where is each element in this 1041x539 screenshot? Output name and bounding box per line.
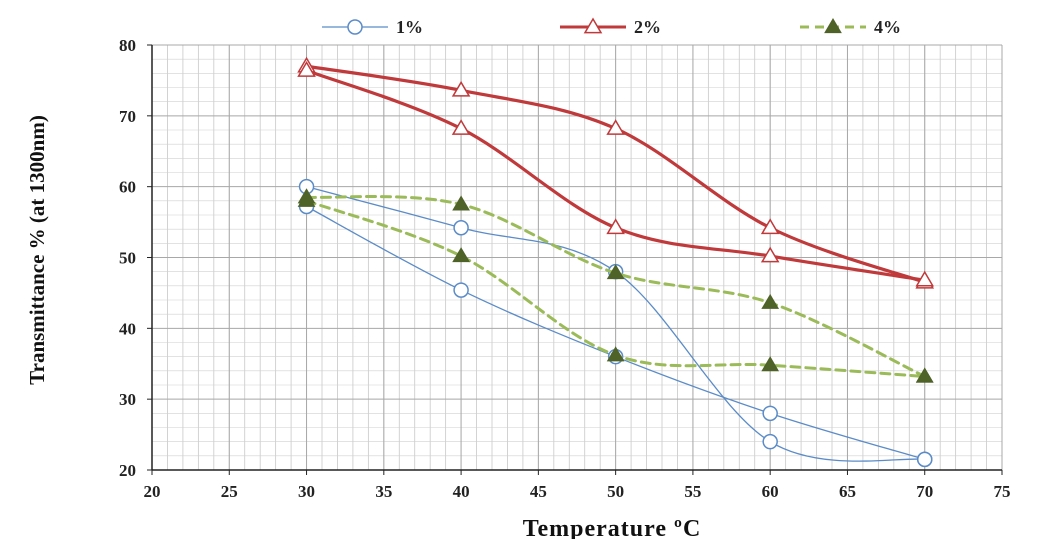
data-point (451, 119, 471, 135)
legend-label: 1% (396, 17, 423, 37)
y-tick-label: 60 (119, 178, 136, 197)
x-tick-label: 50 (607, 482, 624, 501)
x-tick-label: 25 (221, 482, 238, 501)
data-point (606, 264, 625, 280)
x-tick-label: 65 (839, 482, 856, 501)
data-point (451, 80, 471, 97)
legend: 1% 2% 4% (322, 17, 901, 37)
data-point (760, 246, 780, 263)
x-tick-label: 70 (916, 482, 933, 501)
legend-marker (347, 19, 363, 35)
data-point (606, 218, 625, 235)
x-tick-label: 45 (530, 482, 547, 501)
series-2 (297, 56, 935, 289)
x-tick-label: 60 (762, 482, 779, 501)
data-point (761, 293, 780, 309)
data-point (606, 346, 625, 362)
data-point (297, 191, 316, 207)
data-point (606, 119, 625, 135)
data-point (453, 220, 469, 236)
legend-marker (583, 17, 603, 34)
y-tick-label: 30 (119, 390, 136, 409)
y-tick-label: 40 (119, 319, 136, 338)
series-layer (297, 56, 935, 468)
legend-marker (824, 18, 842, 34)
x-tick-label: 30 (298, 482, 315, 501)
y-tick-label: 50 (119, 249, 136, 268)
series-3 (297, 188, 934, 383)
x-tick-label: 55 (684, 482, 701, 501)
y-axis-title: Transmittance % (at 1300nm) (25, 115, 49, 385)
data-point (761, 356, 780, 372)
data-point (452, 247, 470, 263)
y-tick-label: 20 (119, 461, 136, 480)
x-axis-ticks: 20 25 30 35 40 45 50 55 60 65 70 75 (144, 470, 1011, 501)
data-point (915, 367, 934, 383)
x-tick-label: 75 (994, 482, 1011, 501)
x-tick-label: 40 (453, 482, 470, 501)
data-point (453, 282, 469, 298)
x-tick-label: 35 (375, 482, 392, 501)
data-point (297, 61, 316, 77)
data-point (915, 270, 935, 287)
data-point (452, 195, 470, 211)
y-tick-label: 80 (119, 36, 136, 55)
legend-label: 4% (874, 17, 901, 37)
y-tick-label: 70 (119, 107, 136, 126)
data-point (916, 451, 933, 468)
x-tick-label: 20 (144, 482, 161, 501)
data-point (760, 218, 780, 235)
data-point (762, 433, 778, 450)
legend-label: 2% (634, 17, 661, 37)
x-axis-title: Temperature ºC (523, 516, 702, 539)
data-point (762, 405, 778, 422)
y-axis-ticks: 20 30 40 50 60 70 80 (119, 36, 152, 480)
